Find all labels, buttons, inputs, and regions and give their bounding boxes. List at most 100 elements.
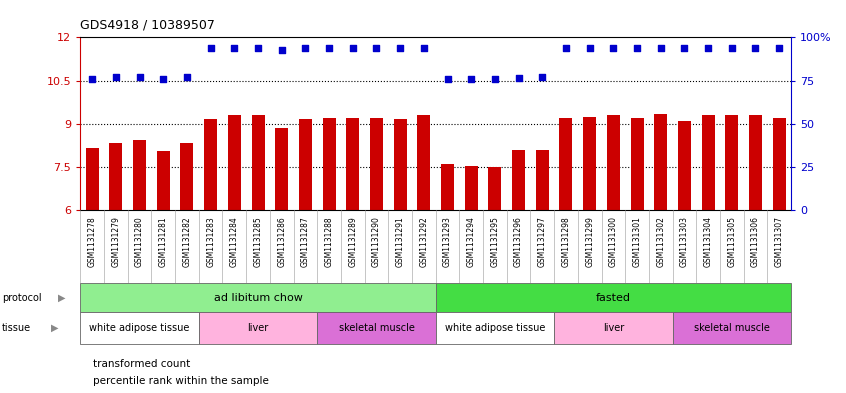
- Text: ▶: ▶: [58, 293, 65, 303]
- Bar: [85, 148, 99, 210]
- Text: GSM1131303: GSM1131303: [680, 216, 689, 267]
- FancyBboxPatch shape: [673, 312, 791, 344]
- Point: [322, 45, 336, 51]
- Text: GSM1131279: GSM1131279: [112, 216, 120, 267]
- Text: GSM1131296: GSM1131296: [514, 216, 523, 267]
- Text: GSM1131307: GSM1131307: [775, 216, 783, 267]
- Point: [109, 74, 123, 80]
- Bar: [512, 150, 525, 210]
- Bar: [559, 118, 573, 210]
- FancyBboxPatch shape: [80, 312, 199, 344]
- Point: [251, 45, 265, 51]
- Text: GSM1131297: GSM1131297: [538, 216, 547, 267]
- Bar: [701, 115, 715, 210]
- Bar: [678, 121, 691, 210]
- Text: tissue: tissue: [2, 323, 30, 333]
- Bar: [228, 115, 241, 210]
- Bar: [607, 115, 620, 210]
- Text: GSM1131306: GSM1131306: [751, 216, 760, 267]
- Bar: [322, 118, 336, 210]
- Bar: [630, 118, 644, 210]
- Bar: [157, 151, 170, 210]
- Bar: [204, 119, 217, 210]
- Bar: [654, 114, 667, 210]
- Text: white adipose tissue: white adipose tissue: [445, 323, 545, 333]
- Point: [346, 45, 360, 51]
- Text: skeletal muscle: skeletal muscle: [338, 323, 415, 333]
- Bar: [772, 118, 786, 210]
- Bar: [393, 119, 407, 210]
- Point: [464, 76, 478, 82]
- Text: ad libitum chow: ad libitum chow: [213, 293, 303, 303]
- Text: white adipose tissue: white adipose tissue: [90, 323, 190, 333]
- Bar: [251, 115, 265, 210]
- Point: [228, 45, 241, 51]
- Text: GSM1131280: GSM1131280: [135, 216, 144, 267]
- Point: [370, 45, 383, 51]
- Point: [393, 45, 407, 51]
- Bar: [583, 117, 596, 210]
- Point: [559, 45, 573, 51]
- Text: GSM1131289: GSM1131289: [349, 216, 357, 267]
- Text: GSM1131293: GSM1131293: [443, 216, 452, 267]
- FancyBboxPatch shape: [80, 283, 436, 312]
- Text: GSM1131304: GSM1131304: [704, 216, 712, 267]
- Bar: [441, 164, 454, 210]
- Point: [85, 75, 99, 82]
- FancyBboxPatch shape: [199, 312, 317, 344]
- Text: GSM1131294: GSM1131294: [467, 216, 475, 267]
- Point: [299, 45, 312, 51]
- Text: transformed count: transformed count: [93, 358, 190, 369]
- Text: GSM1131300: GSM1131300: [609, 216, 618, 267]
- Text: GSM1131302: GSM1131302: [656, 216, 665, 267]
- Text: fasted: fasted: [596, 293, 631, 303]
- Text: GSM1131305: GSM1131305: [728, 216, 736, 267]
- Text: GSM1131295: GSM1131295: [491, 216, 499, 267]
- Point: [133, 73, 146, 80]
- Text: liver: liver: [602, 323, 624, 333]
- FancyBboxPatch shape: [554, 312, 673, 344]
- Point: [536, 74, 549, 80]
- Text: GSM1131278: GSM1131278: [88, 216, 96, 267]
- Text: GSM1131285: GSM1131285: [254, 216, 262, 267]
- Bar: [464, 165, 478, 210]
- Text: percentile rank within the sample: percentile rank within the sample: [93, 376, 269, 386]
- Bar: [749, 115, 762, 210]
- Point: [512, 75, 525, 81]
- Point: [488, 76, 502, 82]
- FancyBboxPatch shape: [436, 283, 791, 312]
- Point: [725, 45, 739, 51]
- Text: liver: liver: [247, 323, 269, 333]
- Point: [180, 74, 194, 80]
- Point: [630, 45, 644, 51]
- Text: skeletal muscle: skeletal muscle: [694, 323, 770, 333]
- Text: GSM1131282: GSM1131282: [183, 216, 191, 267]
- Bar: [536, 150, 549, 210]
- Bar: [417, 115, 431, 210]
- Text: GSM1131298: GSM1131298: [562, 216, 570, 267]
- FancyBboxPatch shape: [436, 312, 554, 344]
- Bar: [180, 143, 194, 210]
- Text: ▶: ▶: [51, 323, 58, 333]
- Text: GSM1131281: GSM1131281: [159, 216, 168, 267]
- Text: GSM1131286: GSM1131286: [277, 216, 286, 267]
- Bar: [299, 119, 312, 210]
- Text: GSM1131292: GSM1131292: [420, 216, 428, 267]
- Point: [275, 47, 288, 53]
- Text: GSM1131291: GSM1131291: [396, 216, 404, 267]
- Point: [157, 76, 170, 82]
- Text: GSM1131301: GSM1131301: [633, 216, 641, 267]
- Bar: [275, 128, 288, 210]
- Bar: [109, 143, 123, 210]
- Point: [772, 45, 786, 51]
- Text: GSM1131287: GSM1131287: [301, 216, 310, 267]
- Bar: [346, 118, 360, 210]
- Point: [583, 45, 596, 51]
- Text: GSM1131290: GSM1131290: [372, 216, 381, 267]
- Text: GSM1131284: GSM1131284: [230, 216, 239, 267]
- Bar: [488, 167, 502, 210]
- Point: [749, 45, 762, 51]
- Text: GDS4918 / 10389507: GDS4918 / 10389507: [80, 18, 215, 31]
- Point: [654, 45, 667, 51]
- Point: [204, 45, 217, 51]
